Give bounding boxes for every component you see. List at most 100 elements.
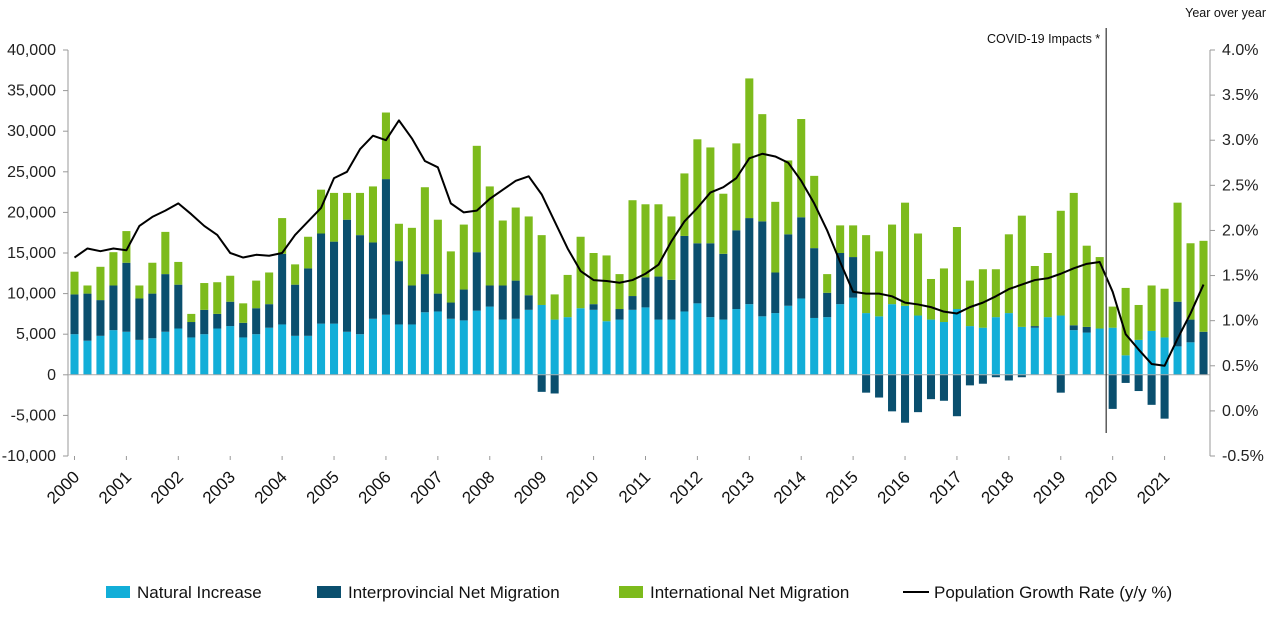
bar-natural-increase (446, 318, 455, 375)
bar-international-net-migration (239, 303, 248, 323)
bar-natural-increase (135, 339, 144, 375)
bar-natural-increase (719, 319, 728, 375)
bar-natural-increase (1108, 327, 1117, 375)
bar-international-net-migration (1056, 210, 1065, 316)
x-tick-label: 2011 (615, 467, 654, 506)
bar-interprovincial-net-migration (719, 253, 728, 320)
growth-rate-line-path (73, 119, 1205, 367)
bar-international-net-migration (1082, 245, 1091, 327)
left-tick-label: 35,000 (7, 83, 56, 100)
x-tick-label: 2015 (822, 467, 862, 507)
bar-natural-increase (187, 337, 196, 375)
bar-interprovincial-net-migration (836, 253, 845, 305)
bar-international-net-migration (550, 294, 559, 320)
bar-international-net-migration (615, 274, 624, 310)
bar-international-net-migration (849, 225, 858, 258)
bar-natural-increase (797, 298, 806, 375)
bar-international-net-migration (641, 204, 650, 278)
left-tick-label: -10,000 (2, 448, 56, 465)
bar-international-net-migration (291, 264, 300, 285)
bar-interprovincial-net-migration (161, 274, 170, 332)
bar-natural-increase (381, 314, 390, 375)
bar-international-net-migration (433, 219, 442, 294)
bar-interprovincial-net-migration (1186, 319, 1195, 343)
x-tick-label: 2004 (251, 467, 291, 507)
x-tick-label: 2002 (147, 467, 187, 507)
bar-international-net-migration (836, 225, 845, 253)
bar-natural-increase (1004, 313, 1013, 375)
bar-natural-increase (654, 319, 663, 375)
bar-natural-increase (836, 304, 845, 375)
right-tick-label: 2.5% (1222, 177, 1258, 194)
bar-interprovincial-net-migration (1108, 374, 1117, 409)
bar-international-net-migration (122, 231, 131, 263)
legend-swatch (106, 586, 130, 598)
bar-interprovincial-net-migration (888, 374, 897, 412)
bar-interprovincial-net-migration (70, 294, 79, 335)
bar-natural-increase (1043, 317, 1052, 375)
left-tick-label: 20,000 (7, 204, 56, 221)
bar-international-net-migration (381, 112, 390, 180)
bar-interprovincial-net-migration (1121, 374, 1130, 383)
bar-international-net-migration (368, 186, 377, 243)
bar-international-net-migration (771, 201, 780, 273)
bar-natural-increase (524, 309, 533, 375)
bar-international-net-migration (342, 192, 352, 220)
left-tick-label: 0 (47, 367, 56, 384)
bar-natural-increase (1056, 315, 1065, 375)
bar-natural-increase (991, 317, 1000, 375)
legend-label: International Net Migration (650, 583, 849, 602)
bar-international-net-migration (174, 261, 183, 285)
bar-natural-increase (1134, 339, 1143, 375)
bar-interprovincial-net-migration (200, 309, 209, 335)
bar-natural-increase (732, 309, 741, 375)
bar-international-net-migration (1095, 257, 1104, 329)
bars (70, 78, 1208, 423)
bar-interprovincial-net-migration (641, 277, 650, 308)
x-tick-label: 2016 (874, 467, 914, 507)
left-tick-label: 40,000 (7, 42, 56, 59)
bar-interprovincial-net-migration (355, 235, 365, 335)
bar-natural-increase (784, 305, 793, 375)
bar-international-net-migration (965, 280, 974, 327)
bar-interprovincial-net-migration (330, 241, 339, 324)
bar-natural-increase (1186, 342, 1195, 375)
bar-interprovincial-net-migration (342, 219, 352, 332)
covid-annotation-label: COVID-19 Impacts * (987, 32, 1100, 46)
bar-interprovincial-net-migration (797, 217, 806, 299)
bar-interprovincial-net-migration (485, 285, 494, 307)
bar-international-net-migration (745, 78, 754, 219)
bar-international-net-migration (758, 114, 767, 222)
bar-natural-increase (174, 328, 183, 375)
bar-international-net-migration (407, 227, 416, 286)
bar-interprovincial-net-migration (174, 284, 183, 329)
legend: Natural Increase Interprovincial Net Migr… (106, 583, 1172, 602)
bar-international-net-migration (394, 223, 403, 262)
bar-natural-increase (926, 319, 936, 375)
bar-interprovincial-net-migration (939, 374, 948, 401)
bar-international-net-migration (265, 272, 274, 305)
bar-international-net-migration (875, 251, 884, 317)
bar-natural-increase (537, 304, 546, 375)
bar-interprovincial-net-migration (875, 374, 884, 398)
bar-interprovincial-net-migration (1056, 374, 1065, 393)
bar-international-net-migration (823, 274, 832, 293)
x-tick-label: 2010 (562, 467, 602, 507)
right-tick-label: 3.5% (1222, 87, 1258, 104)
bar-interprovincial-net-migration (213, 313, 222, 329)
bar-international-net-migration (1186, 243, 1195, 320)
bar-international-net-migration (459, 224, 468, 290)
bar-natural-increase (265, 327, 274, 375)
bar-interprovincial-net-migration (537, 374, 546, 392)
bar-interprovincial-net-migration (1160, 374, 1169, 419)
bar-natural-increase (1069, 330, 1078, 375)
bar-international-net-migration (1134, 304, 1143, 340)
bar-natural-increase (939, 322, 948, 375)
bar-natural-increase (667, 319, 676, 375)
bar-international-net-migration (200, 283, 209, 310)
bar-international-net-migration (278, 218, 287, 254)
bar-international-net-migration (797, 119, 806, 218)
bar-natural-increase (680, 311, 689, 375)
bar-international-net-migration (317, 189, 326, 234)
bar-international-net-migration (355, 192, 365, 236)
